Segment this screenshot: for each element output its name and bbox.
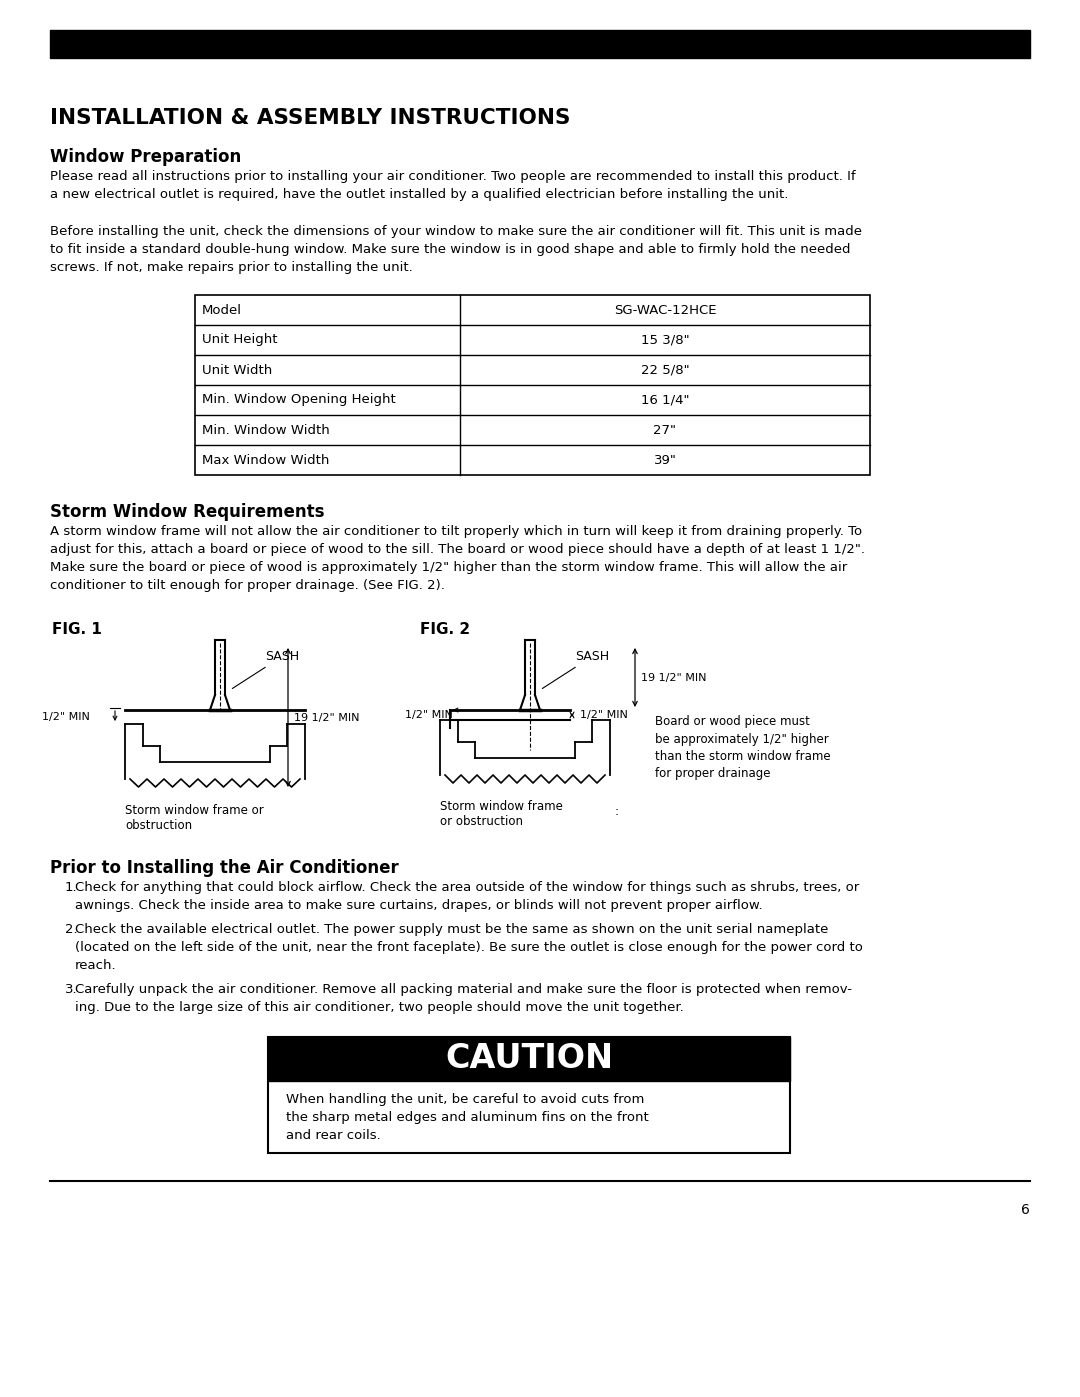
Text: Before installing the unit, check the dimensions of your window to make sure the: Before installing the unit, check the di… (50, 225, 862, 237)
Text: Carefully unpack the air conditioner. Remove all packing material and make sure : Carefully unpack the air conditioner. Re… (75, 983, 852, 996)
Bar (268, 1037, 789, 1081)
Text: When handling the unit, be careful to avoid cuts from: When handling the unit, be careful to av… (286, 1092, 645, 1106)
Text: Storm window frame or
obstruction: Storm window frame or obstruction (125, 805, 264, 833)
Text: Unit Width: Unit Width (202, 363, 272, 377)
Text: INSTALLATION & ASSEMBLY INSTRUCTIONS: INSTALLATION & ASSEMBLY INSTRUCTIONS (50, 108, 570, 129)
Text: ing. Due to the large size of this air conditioner, two people should move the u: ing. Due to the large size of this air c… (75, 1002, 684, 1014)
Text: 1/2" MIN: 1/2" MIN (42, 712, 90, 722)
Text: 19 1/2" MIN: 19 1/2" MIN (642, 672, 706, 683)
Text: Window Preparation: Window Preparation (50, 148, 241, 166)
Text: 27": 27" (653, 423, 676, 436)
Text: reach.: reach. (75, 958, 117, 972)
Text: 1.: 1. (65, 882, 78, 894)
Text: Max Window Width: Max Window Width (202, 454, 329, 467)
Text: SASH: SASH (542, 650, 609, 689)
Text: Prior to Installing the Air Conditioner: Prior to Installing the Air Conditioner (50, 859, 399, 877)
Text: Unit Height: Unit Height (202, 334, 278, 346)
Text: screws. If not, make repairs prior to installing the unit.: screws. If not, make repairs prior to in… (50, 261, 413, 274)
Text: conditioner to tilt enough for proper drainage. (See FIG. 2).: conditioner to tilt enough for proper dr… (50, 578, 445, 592)
Text: to fit inside a standard double-hung window. Make sure the window is in good sha: to fit inside a standard double-hung win… (50, 243, 851, 256)
Text: Storm Window Requirements: Storm Window Requirements (50, 503, 324, 521)
Text: Check for anything that could block airflow. Check the area outside of the windo: Check for anything that could block airf… (75, 882, 860, 894)
Text: :: : (615, 805, 619, 819)
Text: Board or wood piece must
be approximately 1/2" higher
than the storm window fram: Board or wood piece must be approximatel… (654, 715, 831, 781)
Text: (located on the left side of the unit, near the front faceplate). Be sure the ou: (located on the left side of the unit, n… (75, 942, 863, 954)
Text: awnings. Check the inside area to make sure curtains, drapes, or blinds will not: awnings. Check the inside area to make s… (75, 900, 762, 912)
Text: 2.: 2. (65, 923, 78, 936)
Text: and rear coils.: and rear coils. (286, 1129, 381, 1141)
Text: CAUTION: CAUTION (445, 1042, 613, 1076)
Text: a new electrical outlet is required, have the outlet installed by a qualified el: a new electrical outlet is required, hav… (50, 189, 788, 201)
Text: 19 1/2" MIN: 19 1/2" MIN (294, 712, 360, 722)
Text: 15 3/8": 15 3/8" (640, 334, 689, 346)
Text: Make sure the board or piece of wood is approximately 1/2" higher than the storm: Make sure the board or piece of wood is … (50, 562, 847, 574)
Bar (268, 1037, 789, 1153)
Text: 1/2" MIN: 1/2" MIN (580, 710, 627, 719)
Text: 6: 6 (1021, 1203, 1030, 1217)
Text: adjust for this, attach a board or piece of wood to the sill. The board or wood : adjust for this, attach a board or piece… (50, 543, 865, 556)
Text: Check the available electrical outlet. The power supply must be the same as show: Check the available electrical outlet. T… (75, 923, 828, 936)
Text: Storm window frame
or obstruction: Storm window frame or obstruction (440, 800, 563, 828)
Text: 3.: 3. (65, 983, 78, 996)
Text: Min. Window Opening Height: Min. Window Opening Height (202, 394, 395, 407)
Text: SG-WAC-12HCE: SG-WAC-12HCE (613, 303, 716, 317)
Text: Min. Window Width: Min. Window Width (202, 423, 329, 436)
Text: A storm window frame will not allow the air conditioner to tilt properly which i: A storm window frame will not allow the … (50, 525, 862, 538)
Text: SASH: SASH (232, 650, 299, 689)
Bar (195, 295, 870, 475)
Text: 16 1/4": 16 1/4" (640, 394, 689, 407)
Text: Please read all instructions prior to installing your air conditioner. Two peopl: Please read all instructions prior to in… (50, 170, 855, 183)
Text: 1/2" MIN: 1/2" MIN (405, 710, 453, 719)
Text: FIG. 1: FIG. 1 (52, 622, 102, 637)
Text: 22 5/8": 22 5/8" (640, 363, 689, 377)
Text: FIG. 2: FIG. 2 (420, 622, 470, 637)
Text: the sharp metal edges and aluminum fins on the front: the sharp metal edges and aluminum fins … (286, 1111, 649, 1125)
Text: Model: Model (202, 303, 242, 317)
Text: 39": 39" (653, 454, 676, 467)
Bar (50, 29, 1030, 59)
